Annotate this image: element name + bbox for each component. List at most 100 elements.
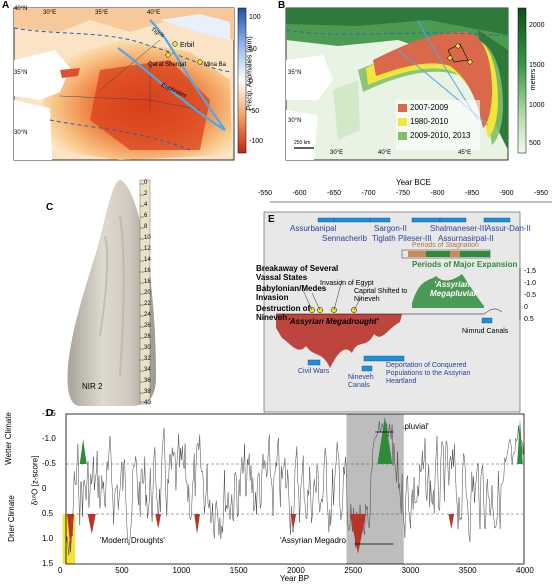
d-y-tick: 1.5: [42, 559, 54, 568]
panel-b-scale: 250 km: [294, 140, 311, 146]
panel-b-lon-40: 40°E: [378, 150, 392, 156]
legend-b-2: 1980-2010: [410, 117, 449, 126]
panel-b: B 35°N 30°N 30°E 40°E 45°E 250 km 2007-2…: [278, 0, 554, 172]
panel-a-lat-40: 40°N: [14, 6, 28, 12]
e-axis-tick: -800: [430, 190, 445, 197]
cb-b-tick-3: 1000: [529, 102, 545, 109]
panel-b-lat-35: 35°N: [288, 70, 302, 76]
e-nineveh-canals: Nineveh Canals: [348, 374, 374, 389]
d-x-tick: 4000: [516, 566, 534, 575]
place-mina-ba: Mina Ba: [204, 62, 227, 68]
d-x-tick: 1000: [172, 566, 191, 575]
sample-label: NIR 2: [82, 382, 103, 391]
d-y-tick: -1.5: [42, 409, 56, 418]
king-assur-dan: Assur-Dan-II: [486, 224, 531, 233]
panel-b-lon-30: 30°E: [330, 150, 344, 156]
panel-a-lon-30: 30°E: [43, 10, 57, 16]
e-axis-tick: -550: [258, 190, 273, 197]
d-modern: 'Modern Droughts': [100, 536, 165, 545]
cb-a-tick-4: -50: [249, 108, 260, 115]
d-x-tick: 2500: [344, 566, 363, 575]
event-invasion-egypt: Invasion of Egypt: [320, 280, 374, 287]
event-babylonian: Babylonian/Medes Invasion: [256, 284, 327, 302]
king-tiglath: Tiglath Pileser-III: [372, 234, 432, 243]
ruler-tick-18: 18: [144, 279, 151, 285]
panel-d-chart: [62, 413, 525, 565]
d-megadrought: 'Assyrian Megadrought': [280, 536, 364, 545]
e-y-tick: -1.0: [524, 280, 537, 287]
d-y-tick: 0.5: [42, 509, 54, 518]
e-y-tick: 0: [524, 304, 528, 311]
ruler-tick-16: 16: [144, 268, 151, 274]
ruler-tick-6: 6: [144, 213, 148, 219]
place-qalat-sherqat: Qal'at Sherqat: [148, 62, 187, 68]
d-x-tick: 0: [58, 566, 63, 575]
ruler-tick-38: 38: [144, 389, 151, 395]
king-assurnasirpal: Assurnasirpal-II: [438, 234, 494, 243]
d-series: [65, 421, 525, 556]
king-sennacherib: Sennacherib: [322, 234, 367, 243]
e-nimrud: Nimrud Canals: [462, 328, 509, 335]
cb-a-tick-5: -100: [249, 138, 264, 145]
e-axis-tick: -850: [465, 190, 480, 197]
e-y-tick: -0.5: [524, 292, 537, 299]
d-dry-fill: [290, 514, 297, 529]
ruler-tick-4: 4: [144, 202, 148, 208]
event-destruction: Destruction of Nineveh: [256, 304, 311, 322]
ruler-tick-26: 26: [144, 323, 151, 329]
e-civil-wars: Civil Wars: [298, 368, 330, 375]
d-x-tick: 2000: [287, 566, 305, 575]
ruler-tick-36: 36: [144, 378, 151, 384]
panel-e: Year BCE -550 -600 -650 -700 -750 -800 -850 -90…: [256, 178, 554, 418]
panel-a-lat-35: 35°N: [14, 70, 28, 76]
panel-a-lon-40: 40°E: [147, 10, 161, 16]
e-deportation: Deportation of Conquered Populations to …: [386, 362, 471, 385]
panel-b-lon-45: 45°E: [458, 150, 472, 156]
e-axis-tick: -950: [534, 190, 549, 197]
e-megadrought: 'Assyrian Megadrought': [288, 317, 379, 326]
d-frame: [65, 413, 525, 565]
panel-c-letter: C: [46, 202, 54, 213]
king-assurbanipal: Assurbanipal: [290, 224, 337, 233]
e-axis-tick: -600: [292, 190, 307, 197]
cb-a-label: Precip. Anomalies (mm): [246, 36, 254, 111]
expansion-label: Periods of Major Expansion: [412, 260, 518, 269]
cb-b-tick-2: 1500: [529, 62, 545, 69]
e-megapluvial: 'Assyrian Megapluvial': [430, 280, 478, 298]
d-x-label: Year BP: [280, 574, 310, 583]
ruler-tick-24: 24: [144, 312, 151, 318]
king-shalmaneser: Shalmaneser-III: [430, 224, 487, 233]
cb-b-tick-1: 2000: [529, 22, 545, 29]
ruler-tick-12: 12: [144, 246, 151, 252]
d-y-tick: 1.0: [42, 534, 54, 543]
king-sargon: Sargon-II: [374, 224, 407, 233]
legend-b-1: 2007-2009: [410, 103, 449, 112]
ruler-tick-20: 20: [144, 290, 151, 296]
ruler-tick-22: 22: [144, 301, 151, 307]
ruler-tick-28: 28: [144, 334, 151, 340]
panel-a-lon-35: 35°E: [95, 10, 109, 16]
stagnation-label: Periods of Stagnation: [412, 242, 479, 249]
place-erbil: Erbil: [180, 42, 195, 49]
panel-b-lat-30: 30°N: [288, 118, 302, 124]
panel-b-letter: B: [278, 0, 286, 11]
ruler-tick-8: 8: [144, 224, 148, 230]
panel-e-chart: [263, 201, 552, 413]
e-y-tick: 0.5: [524, 316, 534, 323]
cb-b-label: meters: [530, 68, 538, 91]
panel-a-lat-30: 30°N: [14, 130, 28, 136]
event-breakaway: Breakaway of Several Vassal States: [256, 264, 339, 282]
legend-b-3: 2009-2010, 2013: [410, 131, 471, 140]
e-axis-tick: -650: [327, 190, 342, 197]
d-x-tick: 1500: [229, 566, 248, 575]
panel-d: D Wetter Climate Drier Climate δ¹⁸O [z-s…: [0, 404, 554, 584]
d-wet-fill: [79, 439, 87, 464]
d-dry-fill: [155, 514, 162, 529]
d-wet-fill: [517, 419, 523, 464]
cb-a-tick-2: 50: [249, 46, 257, 53]
cb-a-tick-3: 0: [249, 78, 253, 85]
d-dry-fill: [87, 514, 96, 534]
ruler-tick-34: 34: [144, 367, 151, 373]
panel-b-map: [285, 7, 527, 161]
e-axis-tick: -750: [396, 190, 411, 197]
